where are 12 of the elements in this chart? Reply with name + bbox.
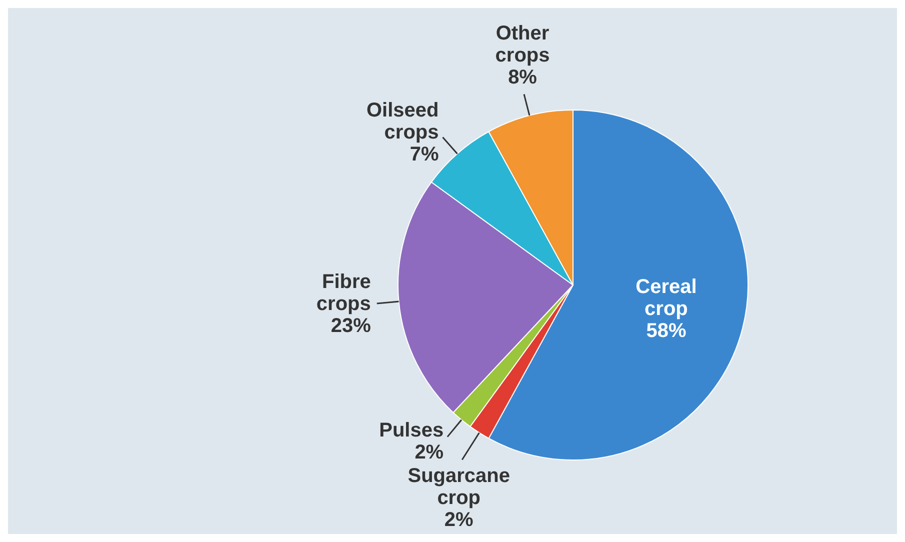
data-label: 2%: [444, 508, 474, 531]
data-label: 58%: [646, 320, 686, 342]
slice-label: Oilseed crops: [366, 100, 439, 144]
data-label: 2%: [414, 441, 444, 464]
data-label: 7%: [410, 144, 439, 166]
slice-label: Other crops: [495, 22, 550, 66]
slice-label: Sugarcane crop: [408, 464, 510, 509]
slice-label: Fibre crops: [316, 271, 371, 316]
data-label: 23%: [330, 315, 372, 338]
data-label: 8%: [508, 66, 538, 88]
slice-label: Cereal crop: [636, 276, 697, 320]
slice-label: Pulses: [379, 419, 444, 442]
